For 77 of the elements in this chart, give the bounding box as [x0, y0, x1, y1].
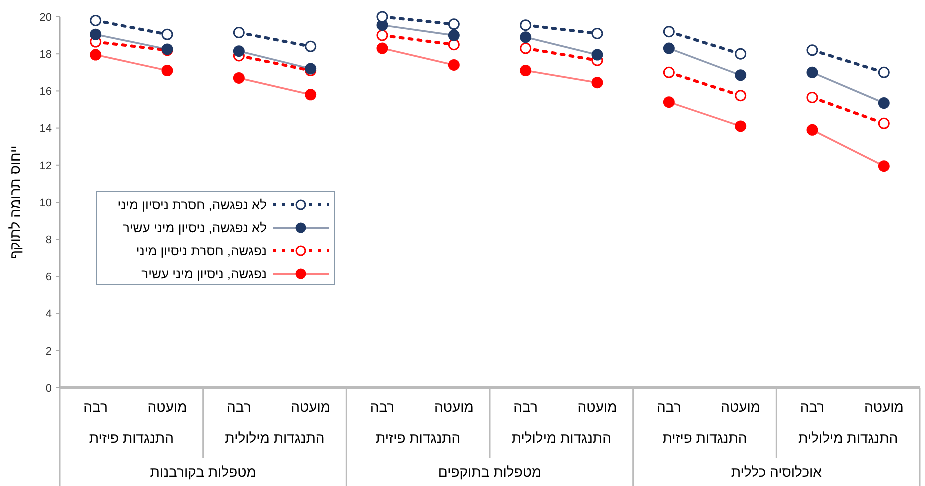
x-tick-label: מועטה — [578, 399, 618, 415]
point — [592, 28, 604, 40]
text: מטפלות בקורבנות — [150, 464, 256, 480]
y-tick-label: 16 — [40, 86, 52, 98]
point — [376, 11, 388, 23]
x-tick-label: מועטה — [148, 399, 188, 415]
point — [162, 65, 174, 77]
text: אוכלוסיה כללית — [731, 464, 822, 480]
point — [878, 66, 890, 78]
y-tick-label: 14 — [40, 123, 52, 136]
text: התנגדות פיזית — [662, 430, 748, 446]
x-tick-label: רבה — [800, 399, 825, 415]
x-tick-label: רבה — [370, 399, 395, 415]
x-tick-label: מועטה — [434, 399, 474, 415]
point — [520, 65, 532, 77]
point — [806, 124, 818, 136]
point — [663, 26, 675, 38]
point — [806, 66, 818, 78]
point — [233, 72, 245, 84]
text: התנגדות מילולית — [798, 430, 898, 446]
point — [735, 90, 747, 102]
y-tick-label: 2 — [46, 346, 52, 358]
point — [520, 42, 532, 54]
point — [878, 118, 890, 130]
point — [448, 30, 460, 42]
point — [90, 28, 102, 40]
x-tick-label: רבה — [227, 399, 252, 415]
legend-label: נפגשה, ניסיון מיני עשיר — [142, 266, 267, 282]
x-tick-label: רבה — [657, 399, 682, 415]
point — [735, 48, 747, 60]
point — [592, 77, 604, 89]
point — [376, 30, 388, 42]
point — [233, 46, 245, 58]
legend-label: נפגשה, חסרת ניסיון מיני — [136, 244, 267, 259]
legend-label: לא נפגשה, חסרת ניסיון מיני — [118, 198, 268, 213]
point — [376, 42, 388, 54]
x-tick-label: מועטה — [291, 399, 331, 415]
text: התנגדות פיזית — [89, 430, 174, 446]
point — [878, 98, 890, 110]
point — [520, 20, 532, 32]
point — [663, 42, 675, 54]
y-tick-label: 8 — [46, 234, 52, 246]
x-tick-label: מועטה — [721, 399, 761, 415]
legend-label: לא נפגשה, ניסיון מיני עשיר — [122, 220, 268, 236]
y-tick-label: 12 — [40, 160, 52, 172]
point — [663, 96, 675, 108]
x-tick-label: מועטה — [864, 399, 904, 415]
point — [448, 59, 460, 71]
text: מטפלות בתוקפים — [438, 464, 542, 480]
text: התנגדות פיזית — [376, 430, 461, 446]
point — [663, 66, 675, 78]
point — [305, 40, 317, 52]
y-tick-label: 0 — [46, 382, 52, 395]
point — [592, 49, 604, 61]
y-axis-title: ייחוס תרומה לתוקף — [7, 146, 23, 260]
text: התנגדות מילולית — [512, 430, 612, 446]
point — [448, 18, 460, 30]
point — [90, 49, 102, 61]
point — [735, 70, 747, 82]
point — [448, 39, 460, 51]
point — [806, 92, 818, 104]
y-tick-label: 10 — [40, 197, 52, 210]
point — [233, 27, 245, 39]
y-tick-label: 4 — [46, 308, 52, 321]
y-tick-label: 18 — [40, 48, 52, 61]
point — [735, 120, 747, 132]
point — [520, 32, 532, 44]
y-tick-label: 6 — [46, 272, 52, 284]
x-tick-label: רבה — [84, 399, 108, 415]
point — [162, 28, 174, 40]
x-tick-label: רבה — [514, 399, 538, 415]
point — [305, 89, 317, 101]
point — [806, 44, 818, 56]
point — [90, 14, 102, 26]
point — [878, 160, 890, 172]
y-tick-label: 20 — [40, 12, 52, 24]
text: התנגדות מילולית — [225, 430, 325, 446]
